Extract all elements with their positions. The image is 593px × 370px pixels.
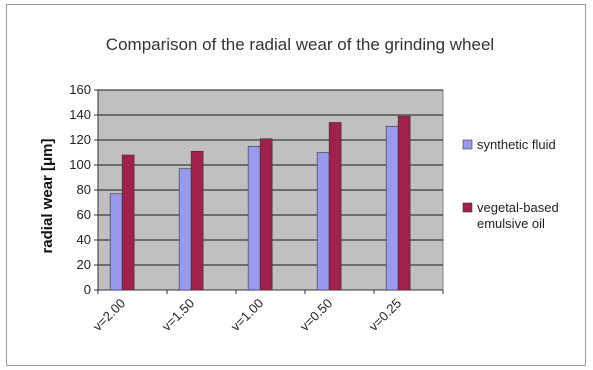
- bar-vegetal-based-oil: [397, 115, 411, 291]
- x-tick-label: v=1.50: [159, 296, 197, 334]
- x-tick-label: v=1.00: [228, 296, 266, 334]
- plot-area: 0 20 40 60 80 100 120 140 160 v=2.00 v=1.50 v=1.00 v…: [69, 82, 444, 334]
- legend-label-synthetic-fluid: synthetic fluid: [477, 137, 556, 152]
- bar-synthetic-fluid: [247, 145, 261, 291]
- legend: synthetic fluid vegetal-based emulsive oil: [462, 137, 559, 231]
- bar-synthetic-fluid: [109, 193, 123, 291]
- y-tick-label: 0: [84, 282, 91, 297]
- x-tick-label: v=0.50: [297, 296, 335, 334]
- legend-label-vegetal-based-oil: vegetal-based emulsive oil: [477, 200, 559, 231]
- bar-synthetic-fluid: [385, 125, 399, 291]
- chart-title: Comparison of the radial wear of the gri…: [106, 35, 494, 54]
- y-tick-label: 20: [77, 257, 91, 272]
- x-tick-label: v=2.00: [90, 296, 128, 334]
- legend-swatch-vegetal-based-oil: [462, 202, 473, 213]
- y-tick-label: 40: [77, 232, 91, 247]
- y-tick-label: 80: [77, 182, 91, 197]
- y-axis-label: radial wear [μm]: [39, 138, 56, 253]
- y-tick-label: 60: [77, 207, 91, 222]
- bar-vegetal-based-oil: [121, 154, 135, 291]
- x-tick-label: v=0.25: [366, 296, 404, 334]
- y-tick-label: 120: [69, 132, 91, 147]
- bar-synthetic-fluid: [316, 152, 330, 291]
- bar-synthetic-fluid: [178, 168, 192, 291]
- y-tick-label: 160: [69, 82, 91, 97]
- bar-vegetal-based-oil: [259, 138, 273, 291]
- bar-vegetal-based-oil: [190, 150, 204, 291]
- legend-swatch-synthetic-fluid: [462, 139, 473, 150]
- bar-vegetal-based-oil: [328, 122, 342, 291]
- y-tick-label: 100: [69, 157, 91, 172]
- y-tick-label: 140: [69, 107, 91, 122]
